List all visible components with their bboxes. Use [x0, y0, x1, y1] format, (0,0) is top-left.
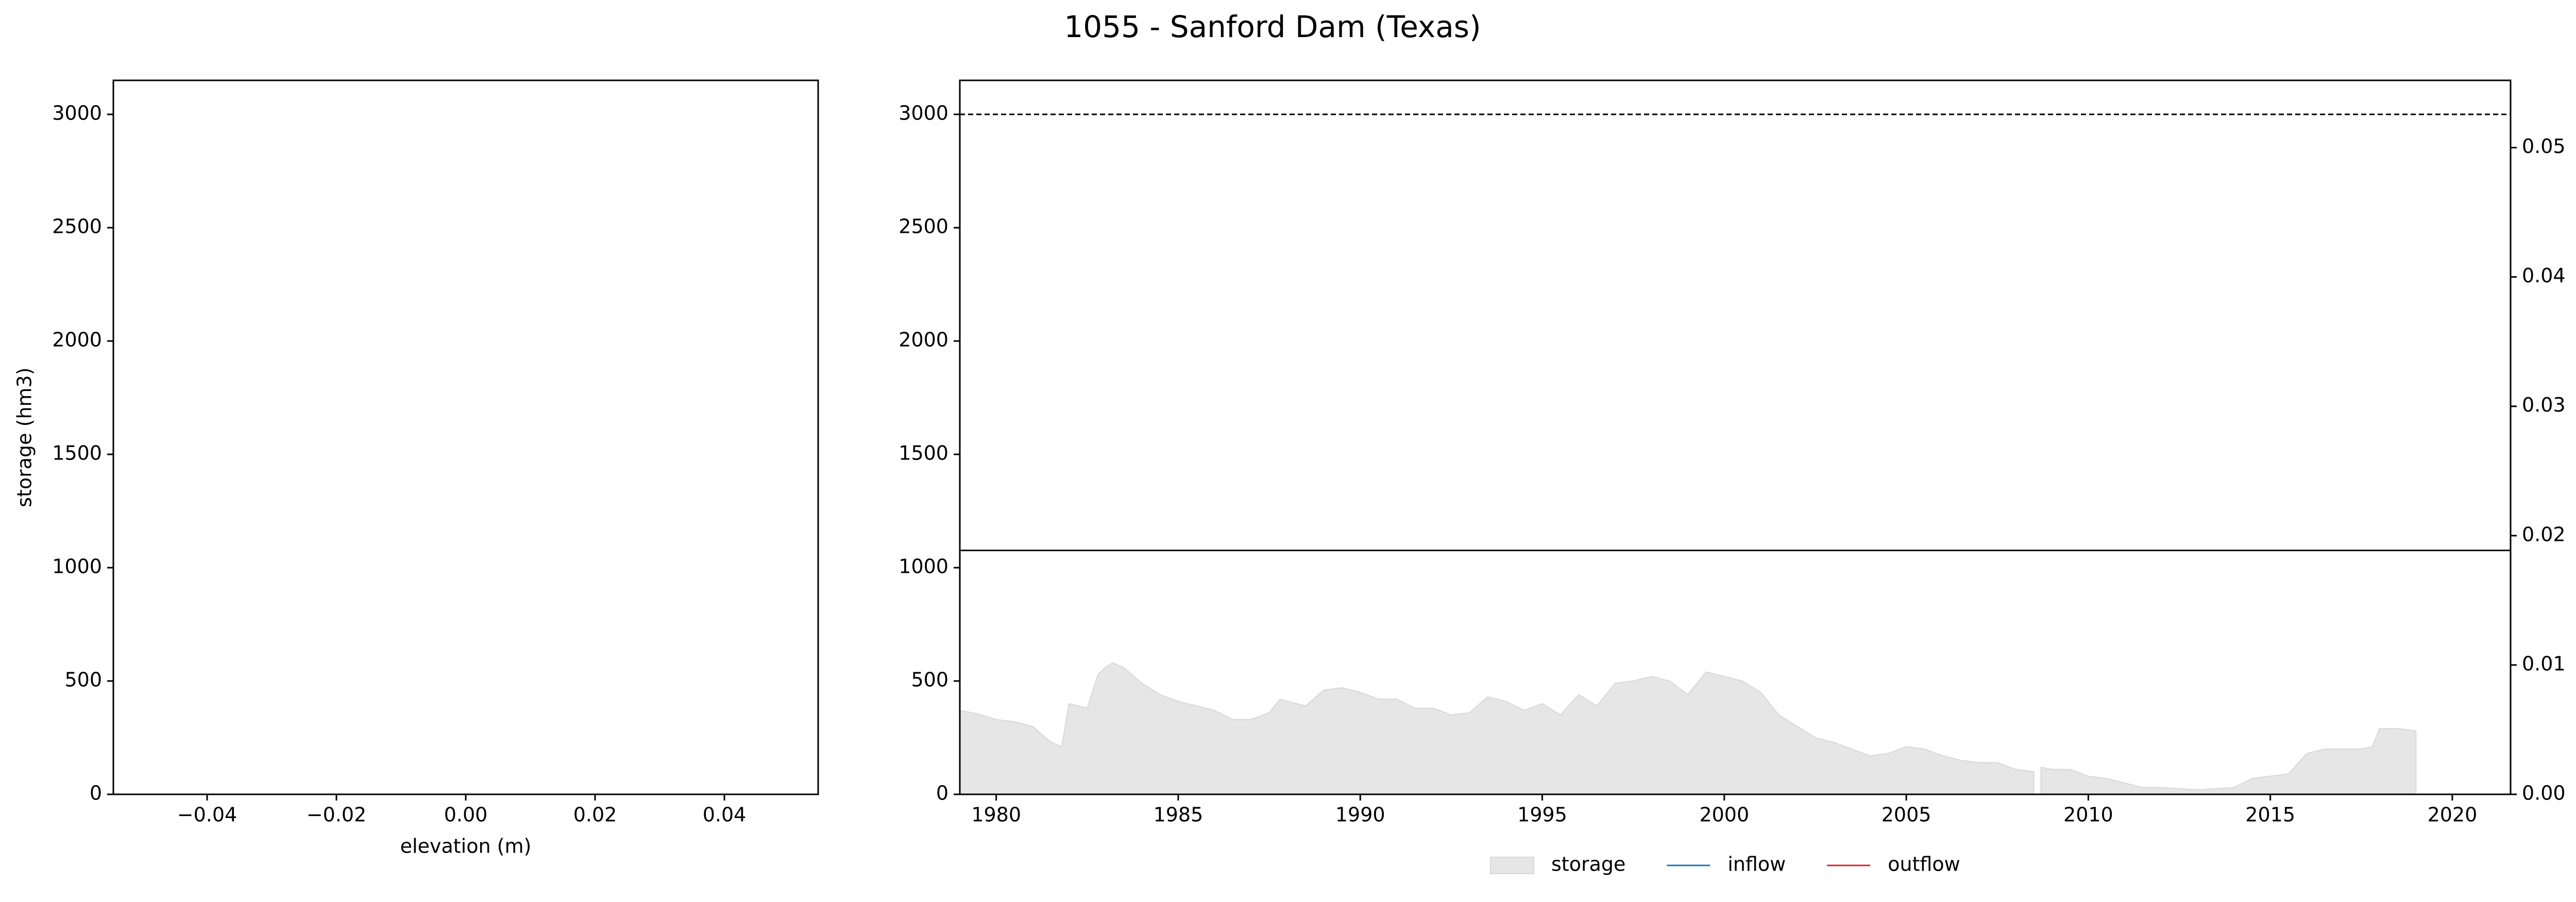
- x-tick-label: −0.02: [307, 804, 366, 826]
- y-tick-label: 2500: [52, 215, 102, 238]
- y-tick-label: 0: [90, 782, 102, 805]
- x-tick-label: 1990: [1335, 804, 1385, 826]
- y-tick-label: 1000: [899, 555, 948, 578]
- y-axis-label: storage (hm3): [13, 367, 36, 507]
- x-tick-label: 2005: [1882, 804, 1931, 826]
- y2-tick-label: 0.00: [2522, 782, 2566, 805]
- legend-swatch: [1490, 857, 1534, 874]
- x-tick-label: 0.02: [573, 804, 617, 826]
- legend-label: outflow: [1888, 853, 1960, 876]
- plot-frame: [112, 79, 819, 795]
- x-tick-label: 2010: [2063, 804, 2113, 826]
- x-tick-label: 0.04: [703, 804, 747, 826]
- y-tick-label: 1500: [52, 442, 102, 465]
- y-tick-label: 500: [64, 669, 102, 691]
- x-tick-label: 1985: [1154, 804, 1204, 826]
- y-tick-label: 2000: [52, 329, 102, 351]
- y-tick-label: 1000: [52, 555, 102, 578]
- legend-label: inflow: [1727, 853, 1786, 876]
- x-tick-label: −0.04: [177, 804, 237, 826]
- y-tick-label: 500: [911, 669, 948, 691]
- y2-tick-label: 0.04: [2522, 264, 2566, 287]
- x-tick-label: 1980: [971, 804, 1021, 826]
- y-tick-label: 2000: [899, 329, 948, 351]
- y2-tick-label: 0.03: [2522, 394, 2566, 416]
- x-tick-label: 2020: [2428, 804, 2478, 826]
- x-tick-label: 2000: [1699, 804, 1749, 826]
- x-tick-label: 1995: [1517, 804, 1567, 826]
- plot-frame: [959, 79, 2512, 795]
- y2-tick-label: 0.05: [2522, 135, 2566, 158]
- legend-label: storage: [1551, 853, 1625, 876]
- y-tick-label: 2500: [899, 215, 948, 238]
- storage-area: [959, 662, 2417, 795]
- y2-tick-label: 0.02: [2522, 523, 2566, 546]
- y-tick-label: 1500: [899, 442, 948, 465]
- figure-title: 1055 - Sanford Dam (Texas): [1064, 9, 1481, 44]
- y2-tick-label: 0.01: [2522, 652, 2566, 675]
- y-tick-label: 3000: [899, 102, 948, 125]
- y-tick-label: 0: [936, 782, 948, 805]
- y-tick-label: 3000: [52, 102, 102, 125]
- x-tick-label: 2015: [2245, 804, 2295, 826]
- x-axis-label: elevation (m): [400, 835, 532, 858]
- x-tick-label: 0.00: [444, 804, 488, 826]
